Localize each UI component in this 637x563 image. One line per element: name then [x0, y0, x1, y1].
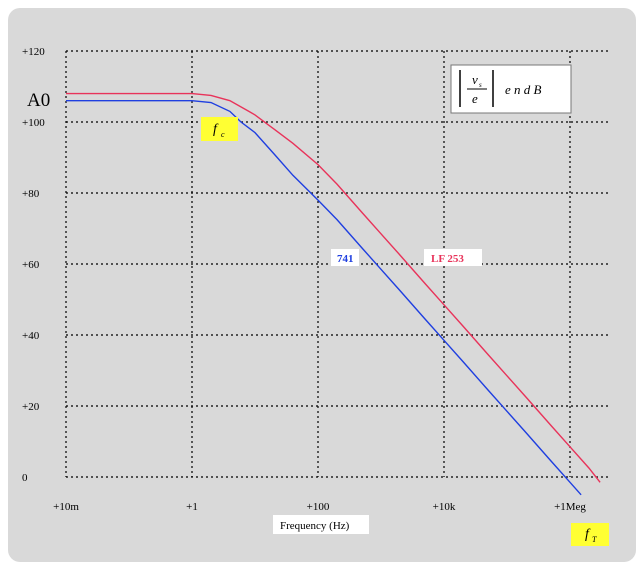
- fc-label: f: [213, 122, 219, 137]
- fc-box: [201, 117, 238, 141]
- ft-subscript: T: [592, 535, 597, 544]
- x-tick-label: +10k: [433, 501, 456, 513]
- x-tick-label: +10m: [53, 501, 79, 513]
- x-axis-label: Frequency (Hz): [280, 520, 350, 532]
- x-tick-label: +1Meg: [554, 501, 586, 513]
- ft-box: [571, 523, 609, 546]
- x-tick-label: +1: [186, 501, 198, 513]
- formula-numerator: v: [472, 72, 478, 87]
- formula-denominator: e: [472, 91, 478, 106]
- fc-subscript: c: [221, 130, 225, 139]
- series-label-box-lf253: [424, 249, 482, 266]
- x-axis-label-box: [273, 515, 369, 534]
- y-tick-label: +20: [22, 401, 40, 413]
- y-tick-label: +60: [22, 259, 40, 271]
- x-tick-label: +100: [307, 501, 330, 513]
- ft-label: f: [585, 527, 591, 542]
- series-line-741: [66, 100, 582, 496]
- series-line-lf253: [66, 92, 601, 483]
- x-tick-labels: +10m +1 +100 +10k +1Meg: [53, 501, 586, 513]
- formula-unit-text: e n d B: [505, 82, 542, 97]
- formula-numerator-subscript: s: [479, 81, 482, 89]
- series-label-box-741: [331, 249, 359, 266]
- series-lines: [66, 92, 601, 496]
- y-tick-label: +100: [22, 117, 45, 129]
- y-tick-label: +120: [22, 46, 45, 58]
- y-tick-label: 0: [22, 472, 28, 484]
- y-tick-label: +40: [22, 330, 40, 342]
- series-label-741: 741: [337, 253, 354, 265]
- y-tick-labels: +120 +100 +80 +60 +40 +20 0: [22, 46, 45, 484]
- y-tick-label: +80: [22, 188, 40, 200]
- series-label-lf253: LF 253: [431, 253, 464, 265]
- a0-label: A0: [27, 90, 50, 111]
